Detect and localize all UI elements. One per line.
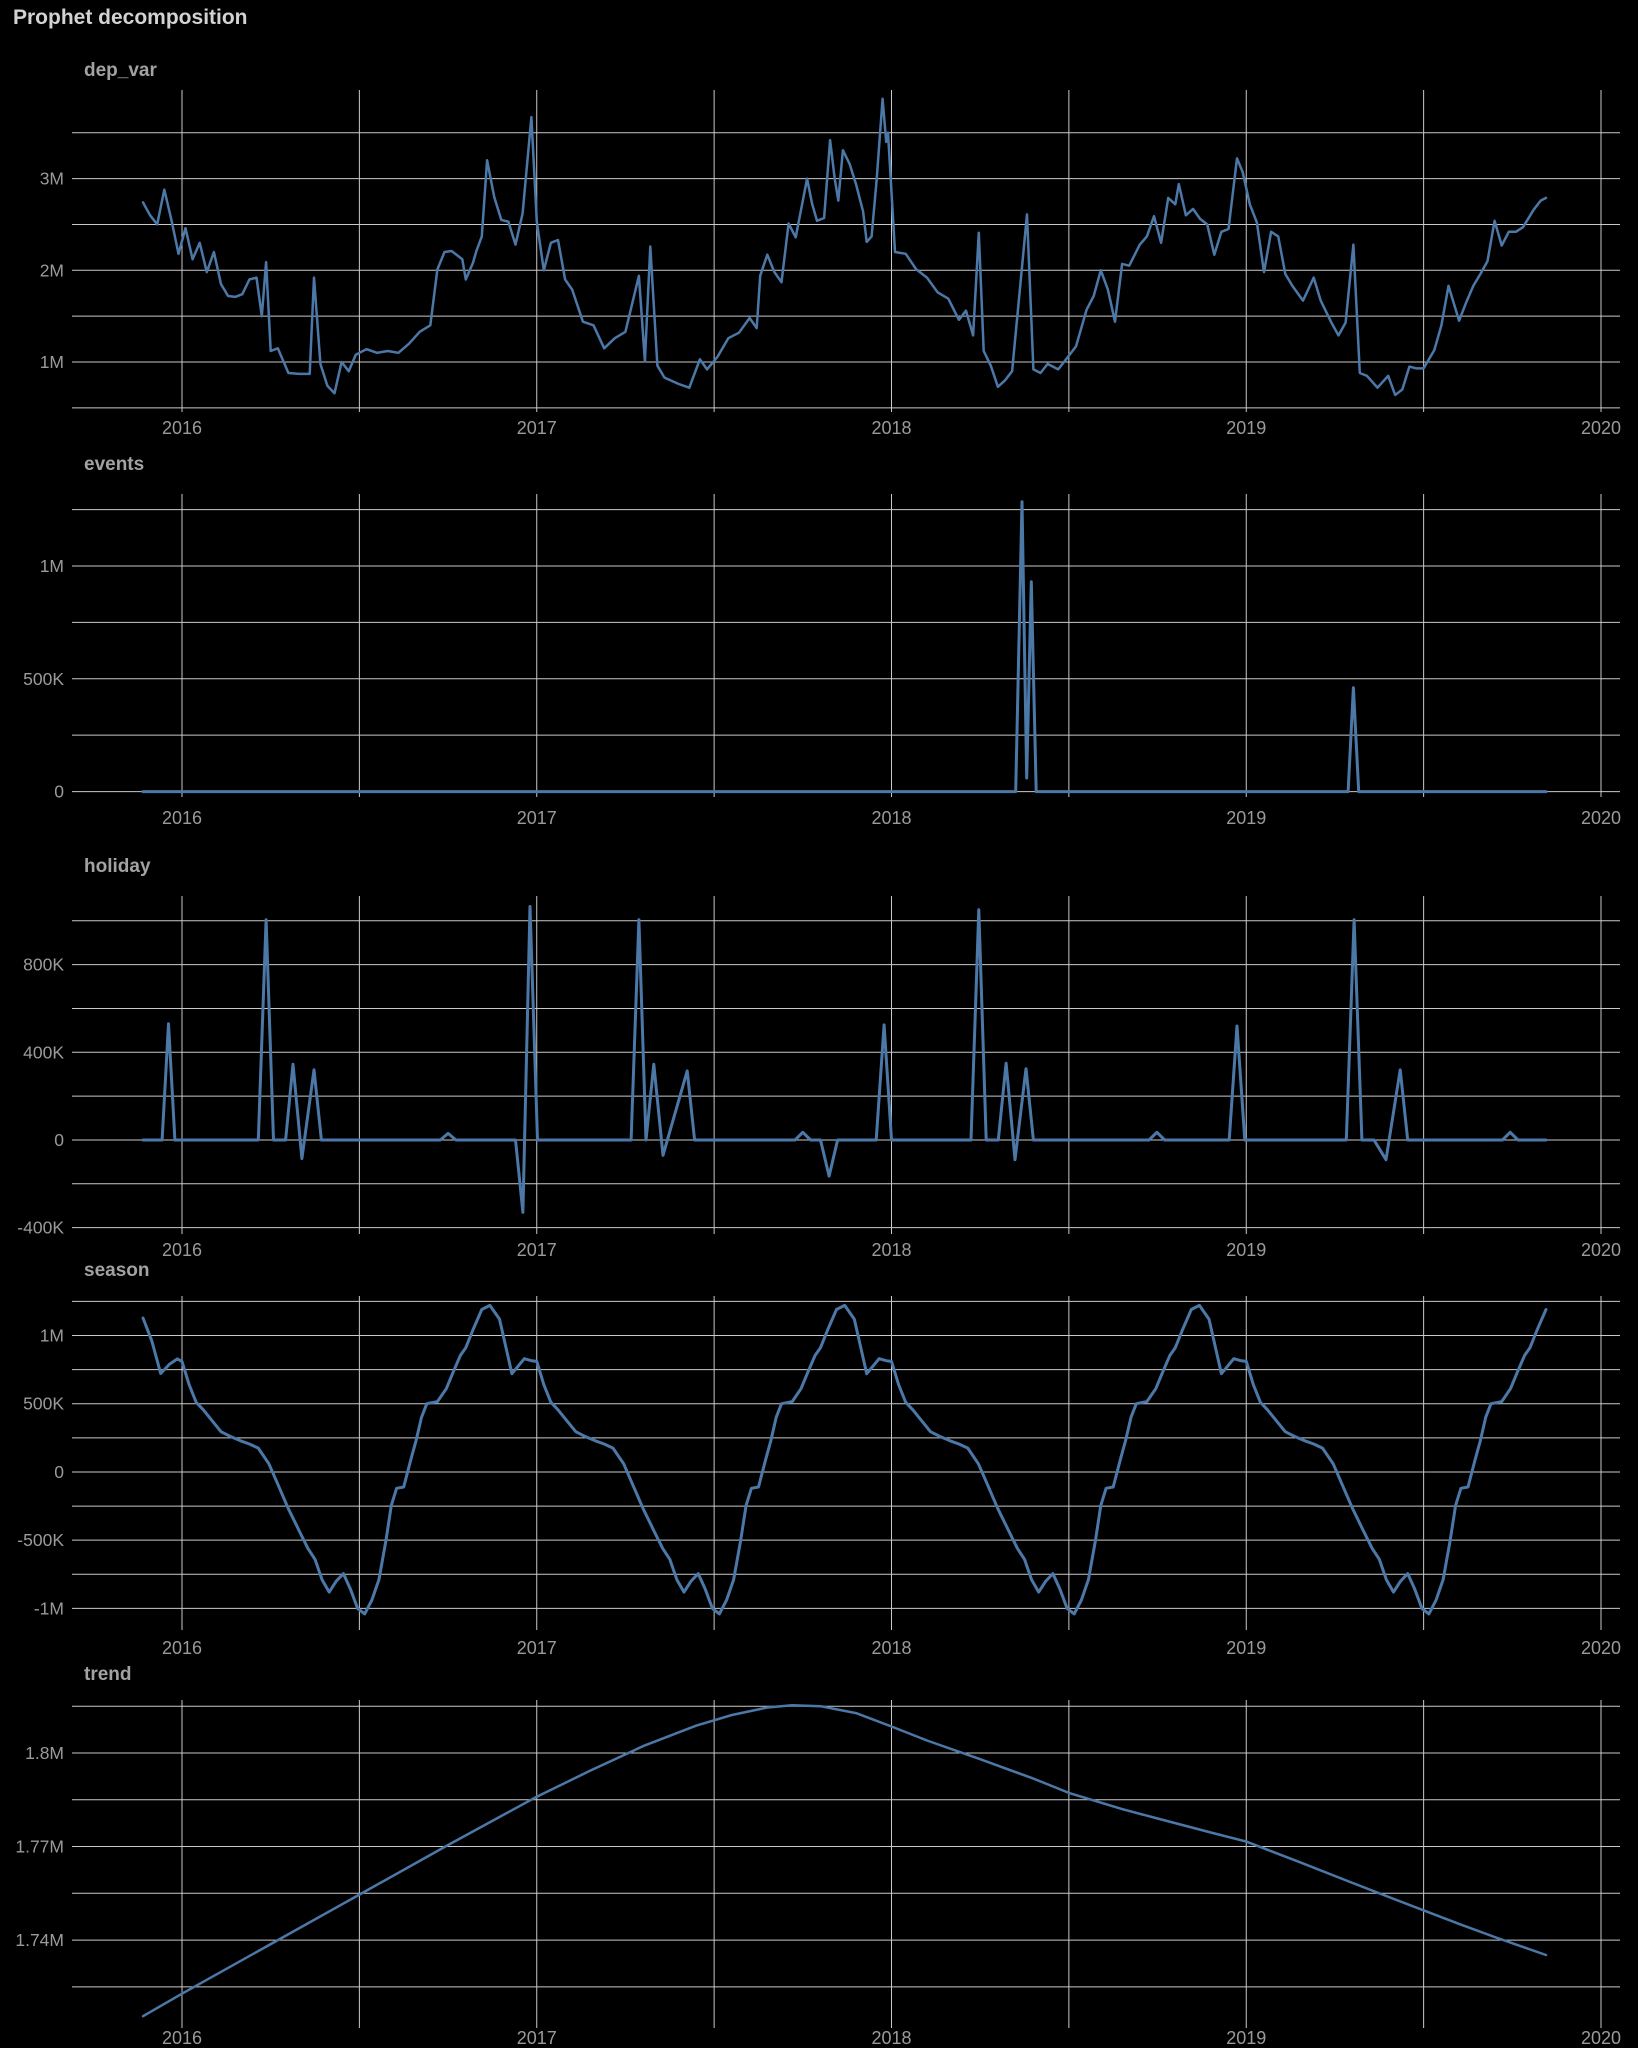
y-tick-label: 2M: [40, 260, 64, 280]
x-tick-label: 2018: [871, 1638, 911, 1658]
x-tick-label: 2019: [1226, 808, 1266, 828]
x-tick-label: 2017: [517, 418, 557, 438]
y-tick-label: 800K: [23, 955, 64, 975]
x-tick-label: 2018: [871, 1240, 911, 1260]
y-tick-label: 400K: [23, 1042, 64, 1062]
y-tick-label: 1.77M: [15, 1837, 64, 1857]
trend-series-line: [141, 1704, 1548, 2018]
y-tick-label: 0: [54, 1130, 64, 1150]
y-tick-label: 0: [54, 782, 64, 802]
x-tick-label: 2017: [517, 1638, 557, 1658]
y-tick-label: -500K: [17, 1530, 64, 1550]
x-tick-label: 2020: [1581, 1638, 1621, 1658]
y-tick-label: -1M: [34, 1598, 64, 1618]
panel-dep_var: 1M 2M 3M 2016 2017 2018 2019 2020: [40, 90, 1621, 438]
panel-holiday: -400K 0 400K 800K 2016 2017 2018 2019 2020: [17, 896, 1621, 1260]
panel-label-trend: trend: [84, 1664, 132, 1685]
x-tick-label: 2019: [1226, 1638, 1266, 1658]
holiday-series-line: [141, 905, 1548, 1214]
panel-season: -1M -500K 0 500K 1M 2016 2017 2018 2019 2020: [17, 1296, 1621, 1658]
y-tick-label: 1.74M: [15, 1930, 64, 1950]
y-tick-label: 1M: [40, 556, 64, 576]
x-tick-label: 2020: [1581, 808, 1621, 828]
x-tick-label: 2019: [1226, 2028, 1266, 2048]
panel-label-dep-var: dep_var: [84, 60, 157, 81]
x-tick-label: 2016: [162, 808, 202, 828]
x-tick-label: 2018: [871, 808, 911, 828]
y-tick-label: 500K: [23, 1394, 64, 1414]
panel-label-season: season: [84, 1260, 150, 1281]
y-tick-label: 1M: [40, 352, 64, 372]
panel-trend: 1.74M 1.77M 1.8M 2016 2017 2018 2019 2020: [15, 1700, 1621, 2048]
x-tick-label: 2016: [162, 418, 202, 438]
x-tick-label: 2016: [162, 2028, 202, 2048]
x-tick-label: 2020: [1581, 418, 1621, 438]
y-tick-label: 1M: [40, 1325, 64, 1345]
x-tick-label: 2019: [1226, 1240, 1266, 1260]
x-tick-label: 2019: [1226, 418, 1266, 438]
x-tick-label: 2020: [1581, 1240, 1621, 1260]
x-tick-label: 2018: [871, 2028, 911, 2048]
events-series-line: [141, 500, 1548, 794]
panel-label-events: events: [84, 454, 145, 475]
x-tick-label: 2017: [517, 2028, 557, 2048]
x-tick-label: 2017: [517, 808, 557, 828]
figure-title: Prophet decomposition: [13, 6, 248, 29]
season-series-line: [141, 1303, 1548, 1616]
x-tick-label: 2018: [871, 418, 911, 438]
x-tick-label: 2020: [1581, 2028, 1621, 2048]
x-tick-label: 2016: [162, 1240, 202, 1260]
y-tick-label: -400K: [17, 1218, 64, 1238]
y-tick-label: 3M: [40, 169, 64, 189]
y-tick-label: 0: [54, 1462, 64, 1482]
dep_var-series-line: [141, 97, 1548, 397]
panel-label-holiday: holiday: [84, 856, 151, 877]
panel-events: 0 500K 1M 2016 2017 2018 2019 2020: [23, 494, 1621, 828]
y-tick-label: 1.8M: [25, 1743, 64, 1763]
x-tick-label: 2016: [162, 1638, 202, 1658]
x-tick-label: 2017: [517, 1240, 557, 1260]
y-tick-label: 500K: [23, 669, 64, 689]
